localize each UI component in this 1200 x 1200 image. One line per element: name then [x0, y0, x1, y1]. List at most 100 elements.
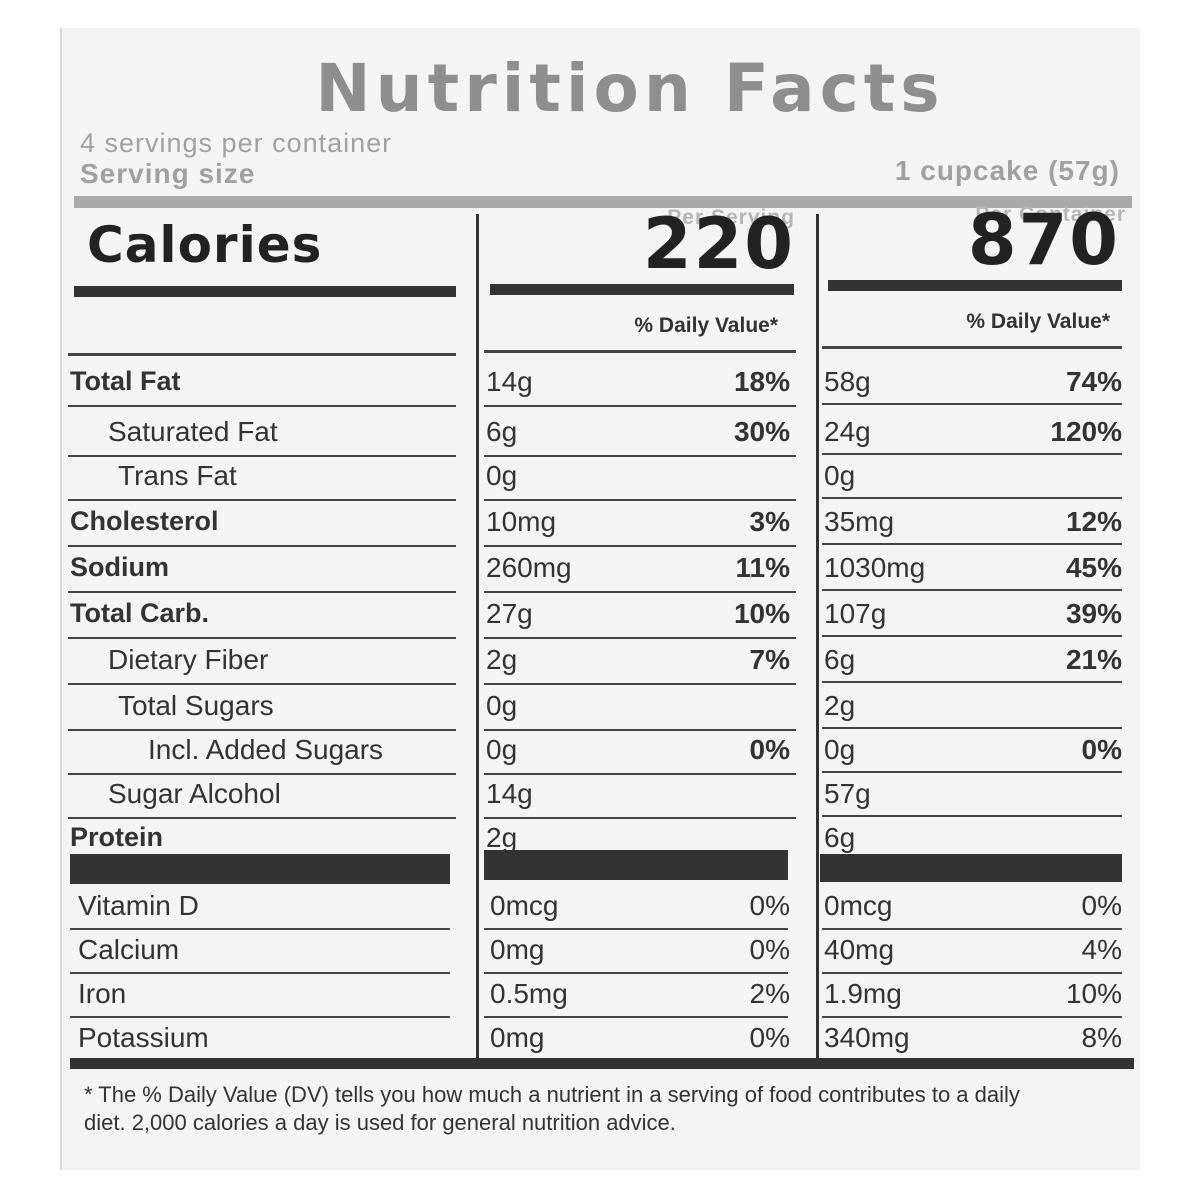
column-divider-2 [816, 214, 819, 1069]
serving-amount: 2g [486, 822, 518, 853]
daily-value-footnote: * The % Daily Value (DV) tells you how m… [84, 1082, 1020, 1135]
serving-dv: 2% [749, 978, 790, 1009]
row-divider [484, 773, 796, 775]
row-divider [822, 771, 1122, 773]
vitamin-name: Vitamin D [78, 890, 199, 921]
row-divider [484, 928, 788, 930]
serving-dv: 30% [733, 416, 790, 447]
serving-amount: 0mg [490, 1022, 545, 1053]
row-divider [484, 1016, 788, 1018]
row-divider [822, 453, 1122, 455]
row-divider [68, 499, 456, 501]
serving-dv: 3% [749, 506, 790, 537]
serving-dv: 10% [733, 598, 790, 629]
nutrient-name: Protein [70, 822, 164, 852]
nutrient-name: Dietary Fiber [108, 644, 269, 675]
per-serving-label: Per Serving [667, 206, 795, 229]
container-amount: 2g [824, 690, 856, 721]
nutrient-name: Cholesterol [70, 506, 219, 536]
row-divider [484, 499, 796, 501]
nutrient-name: Total Sugars [118, 690, 274, 721]
serving-amount: 14g [486, 778, 533, 809]
serving-dv: 0% [749, 1022, 790, 1053]
serving-amount: 6g [486, 416, 518, 447]
row-divider [68, 773, 456, 775]
row-divider [68, 455, 456, 457]
row-divider [484, 817, 796, 819]
servings-per-container: 4 servings per container [80, 128, 393, 158]
container-dv: 8% [1081, 1022, 1122, 1053]
serving-size-divider [74, 196, 1132, 208]
row-divider [822, 403, 1122, 405]
serving-amount: 0.5mg [490, 978, 568, 1009]
serving-size-label: Serving size [80, 158, 256, 189]
container-dv: 74% [1065, 366, 1122, 397]
container-dv: 45% [1065, 552, 1122, 583]
serving-dv: 0% [749, 890, 790, 921]
row-divider [68, 637, 456, 639]
container-amount: 40mg [824, 934, 895, 965]
calories-divider-2 [490, 284, 794, 295]
container-amount: 340mg [824, 1022, 910, 1053]
container-amount: 1.9mg [824, 978, 902, 1009]
serving-size-value: 1 cupcake (57g) [894, 155, 1120, 186]
container-amount: 0g [824, 734, 856, 765]
row-divider [484, 405, 796, 407]
container-amount: 1030mg [824, 552, 926, 583]
row-divider [70, 928, 450, 930]
nutrition-facts-label: Nutrition Facts 4 servings per container… [60, 28, 1140, 1170]
row-divider [822, 589, 1122, 591]
dv-header-serving: % Daily Value* [634, 314, 778, 337]
container-amount: 107g [824, 598, 887, 629]
serving-amount: 14g [486, 366, 533, 397]
protein-divider-3 [820, 854, 1122, 882]
row-divider [68, 405, 456, 407]
row-divider [484, 683, 796, 685]
serving-amount: 0g [486, 460, 518, 491]
row-divider [822, 972, 1122, 974]
serving-dv: 0% [749, 734, 790, 765]
row-divider [484, 637, 796, 639]
label-title: Nutrition Facts [315, 50, 945, 127]
row-divider [68, 729, 456, 731]
serving-amount: 27g [486, 598, 533, 629]
container-dv: 21% [1065, 644, 1122, 675]
container-amount: 58g [824, 366, 871, 397]
row-divider [822, 543, 1122, 545]
row-divider [484, 545, 796, 547]
nutrient-name: Sugar Alcohol [108, 778, 281, 809]
calories-label: Calories [87, 216, 323, 274]
row-divider [822, 497, 1122, 499]
nutrient-name: Saturated Fat [108, 416, 278, 447]
container-dv: 12% [1065, 506, 1122, 537]
row-divider [822, 635, 1122, 637]
serving-amount: 0g [486, 734, 518, 765]
row-divider [70, 972, 450, 974]
row-divider [68, 591, 456, 593]
dv-divider-1 [68, 353, 456, 356]
protein-divider-1 [70, 854, 450, 884]
nutrient-name: Total Carb. [70, 598, 210, 628]
serving-dv: 11% [735, 552, 791, 583]
container-amount: 0g [824, 460, 856, 491]
row-divider [822, 681, 1122, 683]
container-amount: 6g [824, 644, 856, 675]
dv-header-container: % Daily Value* [966, 310, 1110, 333]
nutrient-name: Incl. Added Sugars [148, 734, 384, 765]
serving-amount: 10mg [486, 506, 557, 537]
row-divider [70, 1016, 450, 1018]
serving-amount: 2g [486, 644, 518, 675]
nutrient-name: Trans Fat [118, 460, 237, 491]
dv-divider-3 [822, 346, 1122, 349]
row-divider [822, 727, 1122, 729]
footnote-divider [70, 1058, 1134, 1069]
calories-divider-3 [828, 280, 1122, 291]
serving-amount: 0g [486, 690, 518, 721]
row-divider [68, 817, 456, 819]
serving-dv: 7% [749, 644, 790, 675]
row-divider [68, 545, 456, 547]
calories-per-serving: 220 [642, 203, 795, 285]
serving-amount: 0mg [490, 934, 545, 965]
serving-amount: 260mg [486, 552, 572, 583]
container-dv: 39% [1065, 598, 1122, 629]
